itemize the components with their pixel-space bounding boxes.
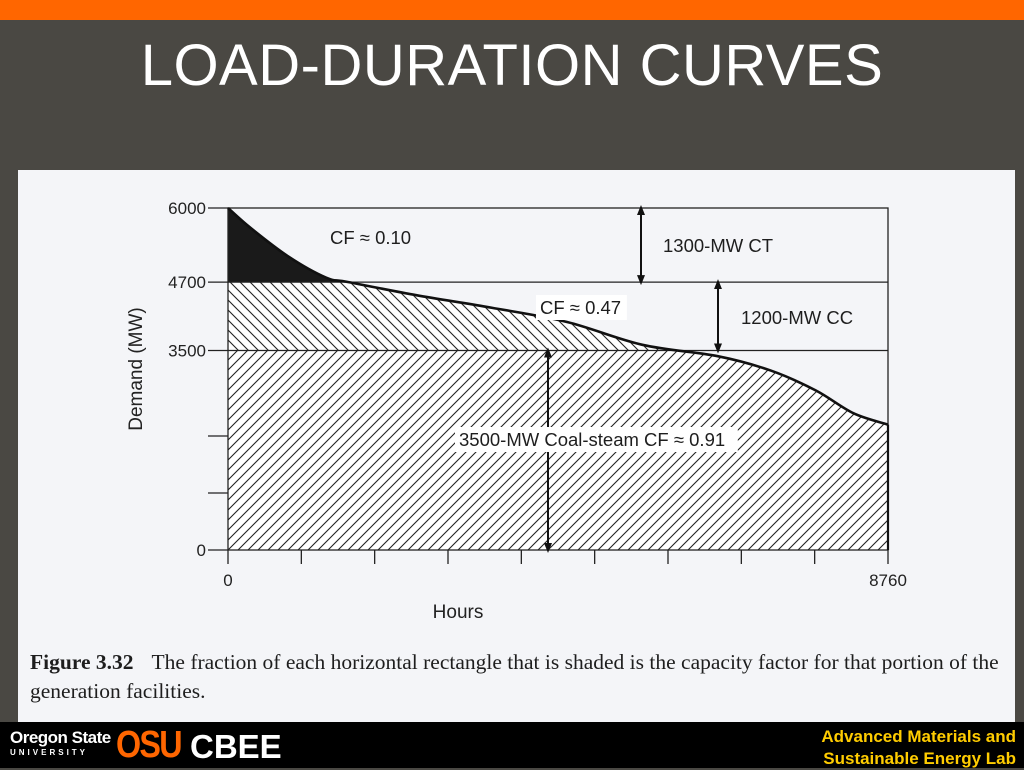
figure-caption: Figure 3.32 The fraction of each horizont… xyxy=(30,648,1005,706)
lab-name-line1: Advanced Materials and xyxy=(821,727,1016,746)
x-axis-label: Hours xyxy=(433,602,484,623)
osu-logo-letters: OSU xyxy=(116,724,183,766)
lab-name-line2: Sustainable Energy Lab xyxy=(823,749,1016,768)
oregon-state-logo: Oregon State UNIVERSITY xyxy=(10,729,111,757)
y-tick-label: 4700 xyxy=(168,273,206,292)
x-tick-label: 8760 xyxy=(869,571,907,590)
footer-bar: Oregon State UNIVERSITY OSU CBEE Advance… xyxy=(0,722,1024,768)
university-name: Oregon State xyxy=(10,728,111,747)
y-tick-label: 6000 xyxy=(168,199,206,218)
top-accent-bar xyxy=(0,0,1024,20)
cc-cf-label-bg xyxy=(536,295,627,320)
lab-name: Advanced Materials and Sustainable Energ… xyxy=(756,726,1016,770)
plot-frame xyxy=(227,207,889,551)
y-tick-label: 0 xyxy=(197,541,206,560)
cc-tier-name: 1200-MW CC xyxy=(741,307,853,328)
cc-cf-label: CF ≈ 0.47 xyxy=(540,297,621,318)
coal-cf-label: 3500-MW Coal-steam CF ≈ 0.91 xyxy=(459,429,725,450)
department-name: CBEE xyxy=(190,728,282,765)
y-tick-label: 3500 xyxy=(168,342,206,361)
tier-fill-0 xyxy=(228,208,888,283)
caption-label: Figure 3.32 xyxy=(30,650,134,674)
ct-cf-label: CF ≈ 0.10 xyxy=(330,227,411,248)
figure-panel: 0 3500 4700 6000 0 8760 Hours Demand (MW) 1300-M… xyxy=(18,170,1015,722)
university-subtitle: UNIVERSITY xyxy=(10,748,89,757)
coal-cf-label-bg xyxy=(455,427,738,452)
load-duration-chart: 0 3500 4700 6000 0 8760 Hours Demand (MW) 1300-M… xyxy=(126,199,907,623)
x-tick-label: 0 xyxy=(223,571,232,590)
load-duration-curve xyxy=(227,207,889,426)
caption-text: The fraction of each horizontal rectangl… xyxy=(30,650,999,703)
slide-title: LOAD-DURATION CURVES xyxy=(140,33,884,98)
ct-tier-name: 1300-MW CT xyxy=(663,235,773,256)
y-axis-label: Demand (MW) xyxy=(126,307,147,431)
